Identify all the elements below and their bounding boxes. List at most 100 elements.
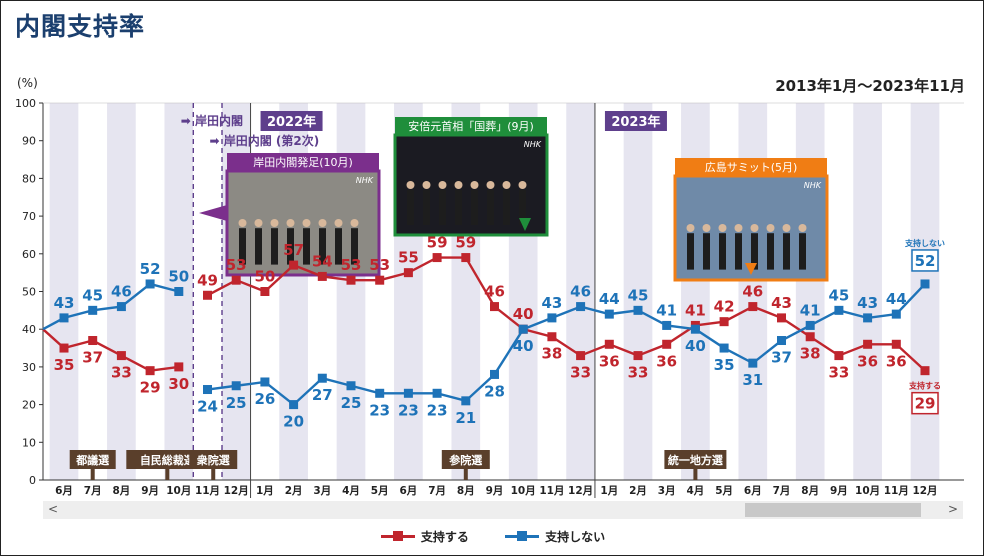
scroll-left-icon[interactable]: < [48,502,59,516]
support-marker [461,253,471,263]
photo-figure [687,233,694,270]
photo-figure [487,190,494,225]
nonsupport-data-label: 27 [312,386,333,404]
x-tick-label: 4月 [686,485,704,497]
x-tick-label: 9月 [141,485,159,497]
nonsupport-data-label: 41 [656,301,677,319]
x-tick-label: 7月 [84,485,102,497]
photo-watermark: NHK [524,140,542,149]
nonsupport-data-label: 41 [800,301,821,319]
scroll-thumb[interactable] [745,503,921,517]
month-stripe [49,103,79,480]
nonsupport-marker [920,279,930,289]
support-data-label: 36 [656,352,677,370]
nonsupport-marker [777,336,786,346]
support-data-label: 46 [484,283,505,301]
photo-caption: 広島サミット(5月) [705,160,798,174]
end-box-support [911,391,939,415]
nonsupport-marker [633,305,643,315]
x-tick-label: 10月 [511,485,536,497]
page-title: 内閣支持率 [15,12,146,41]
x-tick-label: 7月 [773,485,791,497]
nonsupport-marker [375,388,385,398]
legend-support-marker [380,531,415,541]
legend-support-label: 支持する [420,530,469,544]
support-data-label: 49 [197,271,218,289]
support-data-label: 36 [599,352,620,370]
event-label-stem [211,469,216,480]
photo-caption-bg [227,153,379,171]
photo-callout: 広島サミット(5月) NHK [673,158,829,282]
y-tick-label: 10 [22,436,36,449]
x-tick-label: 1月 [256,485,274,497]
support-data-label: 29 [140,379,161,397]
nonsupport-marker [547,313,557,323]
nonsupport-data-label: 24 [197,398,218,416]
nonsupport-data-label: 44 [599,290,620,308]
nonsupport-data-label: 52 [140,260,161,278]
year-badge-label: 2023年 [611,114,660,130]
horizontal-scrollbar[interactable]: < > [43,501,963,519]
x-tick-label: 12月 [912,485,937,497]
support-data-label: 33 [111,364,132,382]
year-badge: 2022年 [260,111,323,131]
photo-figure [335,228,342,265]
y-tick-label: 90 [22,135,36,148]
nonsupport-data-label: 25 [226,394,247,412]
photo-figure [351,228,358,265]
nonsupport-marker [490,369,499,379]
photo-figure-head [334,219,343,227]
end-value-nonsupport: 52 [915,252,936,270]
nonsupport-data-label: 21 [455,409,476,427]
support-data-label: 53 [369,256,390,274]
support-data-label: 53 [341,256,362,274]
x-tick-label: 6月 [399,485,417,497]
nonsupport-marker [116,302,126,312]
x-tick-label: 8月 [801,485,819,497]
year-badge-bg [604,111,667,131]
support-marker [88,336,98,346]
nonsupport-marker [834,305,844,315]
photo-figure-head [270,219,279,227]
legend: 支持する 支持しない [1,528,984,545]
support-marker [346,275,356,285]
nonsupport-data-label: 46 [570,283,591,301]
x-tick-label: 2月 [285,485,303,497]
scroll-right-icon[interactable]: > [947,502,958,516]
nonsupport-marker [260,377,270,387]
support-data-label: 57 [283,241,304,259]
nonsupport-data-label: 20 [283,413,304,431]
support-data-label: 41 [685,301,706,319]
nonsupport-marker [461,396,471,406]
photo-figure [519,190,526,225]
support-marker [317,271,327,281]
photo-caption: 岸田内閣発足(10月) [253,155,353,169]
event-label-bg [664,450,727,469]
x-tick-label: 2月 [629,485,647,497]
support-marker [920,366,930,376]
support-marker [260,287,270,296]
year-badge-label: 2022年 [267,114,316,130]
nonsupport-data-label: 31 [742,371,763,389]
support-marker [174,362,184,372]
photo-figure [423,190,430,225]
photo-figure-head [718,224,727,232]
y-tick-label: 80 [22,172,36,185]
nonsupport-data-label: 44 [886,290,907,308]
nonsupport-marker [403,388,413,398]
y-tick-label: 100 [15,97,36,110]
photo-figure-head [238,219,247,227]
photo-figure [239,228,246,265]
support-data-label: 36 [857,352,878,370]
month-stripe [566,103,595,480]
photo-figure-head [286,219,295,227]
photo-figure [751,233,758,270]
nonsupport-marker [891,309,901,319]
end-box-nonsupport [911,249,939,272]
event-label-stem [463,469,468,480]
photo-watermark: NHK [356,176,374,185]
photo-figure-head [798,224,807,232]
support-marker [805,332,815,342]
